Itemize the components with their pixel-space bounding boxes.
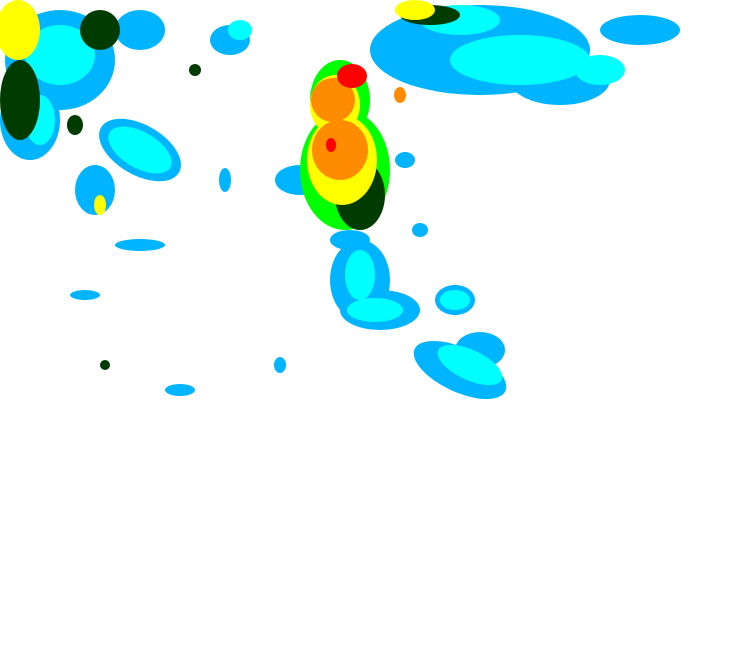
very-heavy-echo xyxy=(312,120,368,180)
light-echo xyxy=(600,15,680,45)
light-moderate-echo xyxy=(108,126,172,174)
light-echo xyxy=(115,239,165,251)
light-echo xyxy=(165,384,195,396)
light-moderate-echo xyxy=(347,298,403,322)
moderate-heavy-echo xyxy=(67,115,83,135)
light-echo xyxy=(330,230,370,250)
light-echo xyxy=(219,168,231,192)
light-moderate-echo xyxy=(345,250,375,300)
light-echo xyxy=(115,10,165,50)
extreme-echo xyxy=(326,138,336,152)
very-heavy-echo xyxy=(394,87,406,103)
light-moderate-echo xyxy=(575,55,625,85)
moderate-heavy-echo xyxy=(80,10,120,50)
light-moderate-echo xyxy=(440,290,470,310)
light-echo xyxy=(395,152,415,168)
extreme-echo xyxy=(337,64,367,88)
heavy-echo xyxy=(395,0,435,20)
light-moderate-echo xyxy=(25,25,95,85)
light-moderate-echo xyxy=(228,20,252,40)
light-moderate-echo xyxy=(437,344,503,386)
light-moderate-echo xyxy=(450,35,590,85)
heavy-echo xyxy=(94,195,106,215)
light-echo xyxy=(70,290,100,300)
heavy-echo xyxy=(0,0,40,60)
moderate-heavy-echo xyxy=(100,360,110,370)
light-echo xyxy=(274,357,286,373)
light-echo xyxy=(412,223,428,237)
very-heavy-echo xyxy=(311,78,355,122)
moderate-heavy-echo xyxy=(0,60,40,140)
moderate-heavy-echo xyxy=(189,64,201,76)
precipitation-echoes xyxy=(0,0,680,400)
